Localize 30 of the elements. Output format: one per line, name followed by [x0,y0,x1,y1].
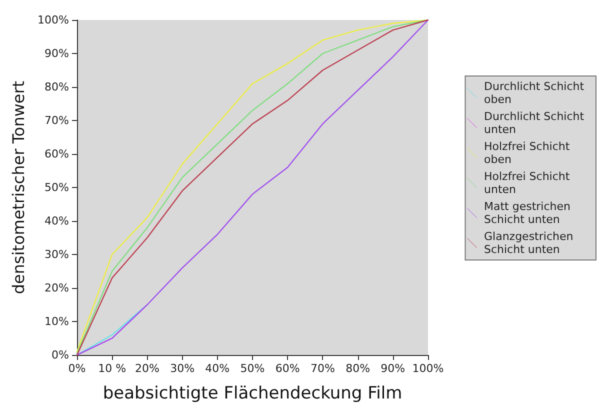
x-tick-label: 50% [240,362,265,375]
y-tick-label: 10% [44,315,69,328]
y-tick-label: 60% [44,148,69,160]
legend-label: Durchlicht Schicht oben [484,80,588,106]
y-tick-label: 20% [44,282,69,294]
y-tick-label: 40% [44,214,69,228]
legend-label: Matt gestrichen Schicht unten [484,200,574,226]
x-tick-label: 20% [134,362,160,375]
x-tick-label: 10 % [98,362,126,375]
y-tick-label: 90% [44,47,69,60]
x-tick-label: 40% [205,362,230,375]
legend-label: Glanzgestrichen Schicht unten [484,230,577,256]
y-tick-label: 50% [44,181,69,194]
x-axis-title: beabsichtigte Flächendeckung Film [102,384,402,404]
legend-label: Holzfrei Schicht oben [484,140,574,166]
x-tick-label: 100% [412,362,444,375]
y-tick-label: 80% [44,80,69,94]
x-tick-label: 90% [380,362,406,375]
x-tick-label: 80% [346,362,370,375]
y-tick-label: 30% [44,248,69,261]
legend-label: Holzfrei Schicht unten [484,170,574,196]
y-tick-label: 100% [38,14,69,26]
x-tick-label: 30% [170,362,195,375]
x-tick-label: 70% [310,362,335,375]
legend-label: Durchlicht Schicht unten [484,110,588,136]
y-tick-label: 0% [52,348,69,362]
y-tick-label: 70% [44,114,69,127]
x-tick-label: 0% [68,362,86,375]
y-axis-title: densitometrischer Tonwert [9,80,28,294]
x-tick-label: 60% [275,362,300,375]
